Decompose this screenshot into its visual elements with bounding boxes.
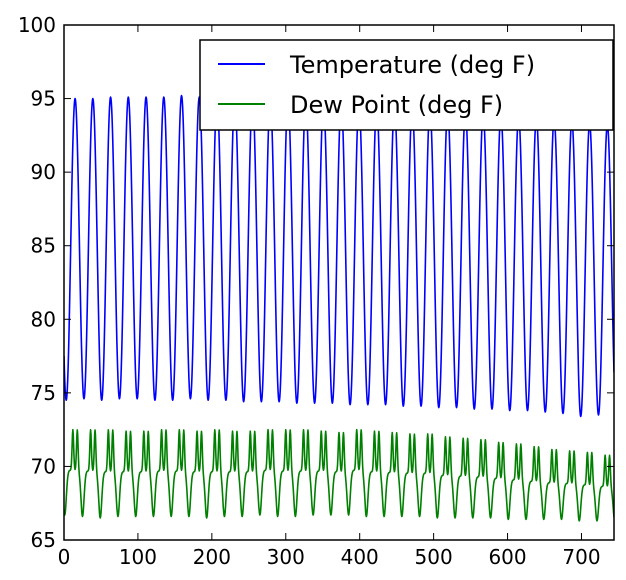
plot-frame [63, 24, 615, 541]
y-tick-label: 100 [18, 13, 56, 37]
x-tick-label: 100 [119, 545, 157, 569]
x-tick-label: 0 [58, 545, 71, 569]
y-tick-label: 85 [31, 234, 56, 258]
y-tick-label: 80 [31, 307, 56, 331]
x-tick-label: 700 [562, 545, 600, 569]
x-tick-label: 500 [415, 545, 453, 569]
ticks: 0 100 200 300 400 500 600 700 65 70 75 80 85 90 95 100 [18, 13, 614, 569]
x-tick-label: 200 [193, 545, 231, 569]
y-tick-label: 90 [31, 160, 56, 184]
y-tick-label: 75 [31, 381, 56, 405]
legend-box [199, 39, 614, 131]
x-tick-label: 400 [341, 545, 379, 569]
series-line-temperature [64, 94, 614, 418]
plot-lines [64, 94, 614, 522]
y-tick-label: 70 [31, 454, 56, 478]
series-line-dew-point [64, 428, 614, 522]
x-tick-label: 600 [488, 545, 526, 569]
y-tick-label: 95 [31, 87, 56, 111]
legend-label-temperature: Temperature (deg F) [289, 51, 535, 79]
x-tick-label: 300 [267, 545, 305, 569]
legend-label-dew-point: Dew Point (deg F) [290, 91, 503, 119]
legend: Temperature (deg F) Dew Point (deg F) [199, 39, 614, 131]
y-tick-label: 65 [31, 528, 56, 552]
